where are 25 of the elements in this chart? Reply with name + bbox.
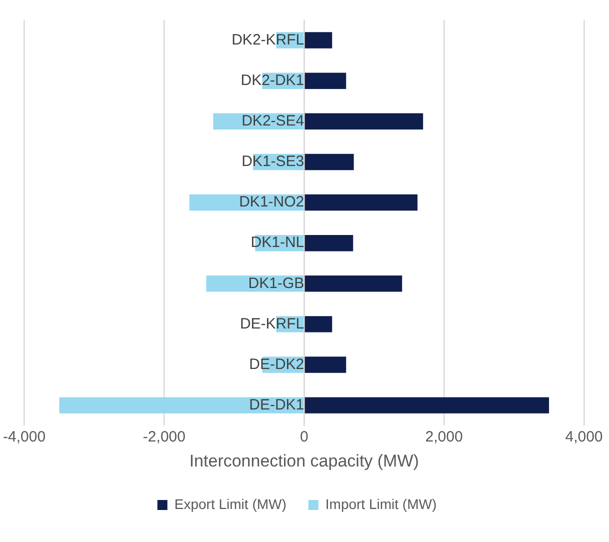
y-tick-label: DK1-NO2 — [239, 194, 304, 211]
x-tick-label: -4,000 — [2, 428, 46, 446]
bar — [304, 72, 346, 89]
legend-label: Export Limit (MW) — [174, 496, 286, 512]
bar — [304, 113, 424, 130]
bar — [304, 234, 354, 252]
x-tick-label: 0 — [300, 428, 308, 446]
bar — [304, 154, 354, 170]
x-tick-label: 2,000 — [425, 428, 463, 446]
y-tick-label: DK1-GB — [248, 274, 304, 292]
y-tick-label: DK2-SE4 — [242, 112, 304, 130]
x-tick-label: -2,000 — [142, 428, 186, 446]
bar — [304, 32, 332, 48]
bar — [304, 194, 418, 211]
y-tick-label: DE-KRFL — [240, 315, 304, 332]
bar — [304, 397, 550, 414]
x-tick-label: 4,000 — [565, 428, 603, 446]
bar — [304, 356, 346, 373]
bar — [304, 316, 332, 332]
y-tick-label: DK2-KRFL — [232, 31, 304, 48]
y-tick-label: DE-DK1 — [249, 396, 304, 414]
x-axis-title: Interconnection capacity (MW) — [189, 451, 419, 470]
bar — [59, 397, 304, 414]
legend-label: Import Limit (MW) — [325, 496, 437, 512]
bar — [304, 276, 402, 292]
